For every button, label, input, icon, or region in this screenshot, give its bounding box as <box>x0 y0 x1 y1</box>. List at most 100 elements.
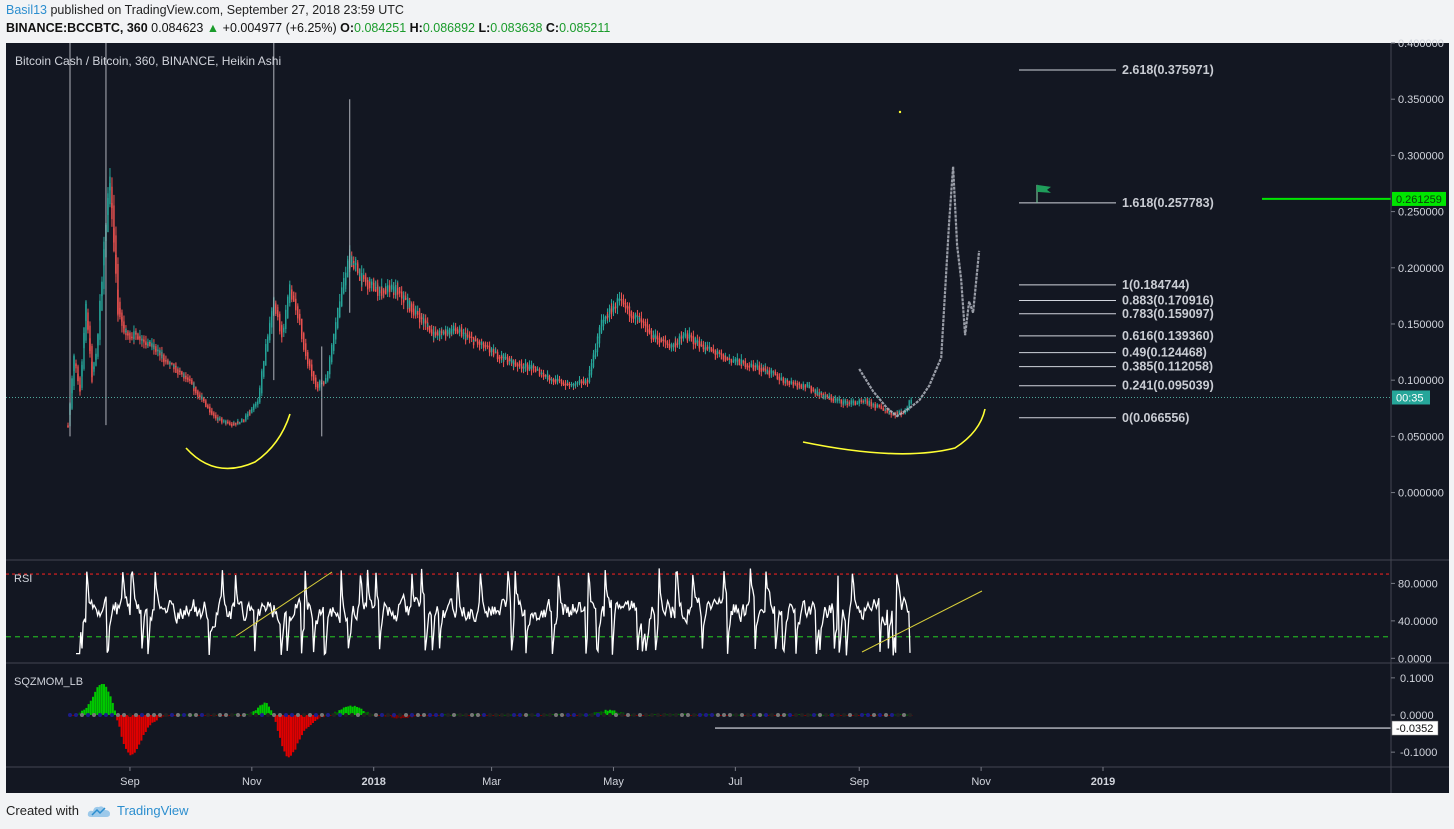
candle-body <box>277 313 279 315</box>
candle-body <box>836 399 838 401</box>
sqzmom-pane[interactable] <box>68 683 1391 758</box>
sqzmom-squeeze-dot <box>110 713 114 717</box>
candle-body <box>261 371 263 383</box>
candle-body <box>213 413 215 417</box>
sqzmom-bar <box>384 715 387 717</box>
sqzmom-bar <box>294 715 297 750</box>
sqzmom-bar <box>105 686 108 715</box>
sqzmom-bar <box>719 715 721 716</box>
candle-body <box>335 322 337 334</box>
candle-body <box>736 358 739 361</box>
candle-body <box>195 389 197 392</box>
candle-body <box>95 353 97 360</box>
sqzmom-bar <box>360 708 363 715</box>
candle-body <box>888 411 890 413</box>
candle-body <box>307 357 309 365</box>
sqzmom-bar <box>78 712 81 715</box>
sqzmom-squeeze-dot <box>314 713 318 717</box>
candle-body <box>229 423 231 425</box>
candle-body <box>816 390 818 394</box>
candle-body <box>235 423 237 425</box>
sqzmom-bar <box>402 715 405 718</box>
candle-body <box>410 305 413 313</box>
candle-body <box>231 424 233 427</box>
candle-body <box>209 409 211 413</box>
candle-body <box>738 360 741 366</box>
candle-body <box>466 335 469 337</box>
candle-body <box>804 386 806 388</box>
sqzmom-bar <box>246 714 248 716</box>
y-tick-label: 0.300000 <box>1398 150 1444 162</box>
sqzmom-bar <box>732 714 735 716</box>
sqzmom-bar <box>281 715 284 747</box>
candle-body <box>600 325 603 327</box>
candle-body <box>237 422 239 424</box>
author-link[interactable]: Basil13 <box>6 3 47 17</box>
sqzmom-bar <box>261 704 264 715</box>
candle-body <box>283 328 285 331</box>
candle-body <box>574 382 577 385</box>
candle-body <box>516 364 519 367</box>
candle-body <box>365 279 367 281</box>
y-tick-label: 0.100000 <box>1398 375 1444 387</box>
candle-body <box>838 399 840 401</box>
sqzmom-squeeze-dot <box>128 713 132 717</box>
candle-body <box>97 334 99 346</box>
candle-body <box>844 400 846 403</box>
candle-body <box>333 333 335 346</box>
candle-body <box>554 380 557 384</box>
candle-body <box>75 364 77 369</box>
sqzmom-bar <box>558 713 561 715</box>
sqzmom-bar <box>767 715 770 716</box>
sqzmom-squeeze-dot <box>416 713 420 717</box>
sqzmom-bar <box>565 714 567 716</box>
sqzmom-bar <box>107 691 110 715</box>
candle-body <box>720 353 723 356</box>
sqzmom-bar <box>138 715 141 745</box>
sqzmom-squeeze-dot <box>806 713 810 717</box>
sqzmom-squeeze-dot <box>98 713 102 717</box>
sqzmom-bar <box>426 715 429 717</box>
candle-body <box>357 265 359 274</box>
x-tick-label: May <box>603 776 624 788</box>
sqzmom-squeeze-dot <box>134 713 138 717</box>
sqzmom-bar <box>342 707 345 715</box>
sqzmom-squeeze-dot <box>470 713 474 717</box>
candle-body <box>612 303 615 310</box>
sqzmom-bar <box>906 714 908 716</box>
candle-body <box>652 335 655 338</box>
candle-body <box>81 361 83 377</box>
sqzmom-squeeze-dot <box>92 713 96 717</box>
candle-body <box>309 363 311 366</box>
support-curve-right <box>802 408 986 455</box>
candle-body <box>818 393 820 395</box>
candle-body <box>524 363 527 366</box>
candle-body <box>678 336 681 342</box>
candle-body <box>169 362 171 364</box>
main-price-pane[interactable]: 2.618(0.375971) 1.618(0.257783) 1(0.184744… <box>6 43 1391 470</box>
candle-body <box>722 354 725 360</box>
candle-body <box>706 347 709 350</box>
candle-body <box>802 383 804 387</box>
fib-level-label: 1(0.184744) <box>1122 278 1189 292</box>
candle-body <box>285 316 287 320</box>
candle-body <box>878 405 880 408</box>
sqzmom-squeeze-dot <box>176 713 180 717</box>
sqzmom-squeeze-dot <box>452 713 456 717</box>
candle-body <box>103 249 105 266</box>
rsi-pane[interactable] <box>6 568 1391 656</box>
x-tick-label: Mar <box>482 776 501 788</box>
candle-body <box>746 365 749 367</box>
sqzmom-squeeze-dot <box>368 713 372 717</box>
sqzmom-squeeze-dot <box>290 713 294 717</box>
candle-body <box>263 361 265 370</box>
candle-body <box>137 336 139 339</box>
sqzmom-squeeze-dot <box>536 713 540 717</box>
candle-body <box>149 342 151 347</box>
candle-body <box>251 409 253 411</box>
sqzmom-bar <box>840 715 842 716</box>
candle-body <box>361 273 363 280</box>
candle-body <box>141 339 143 341</box>
tradingview-link[interactable]: TradingView <box>116 803 189 818</box>
